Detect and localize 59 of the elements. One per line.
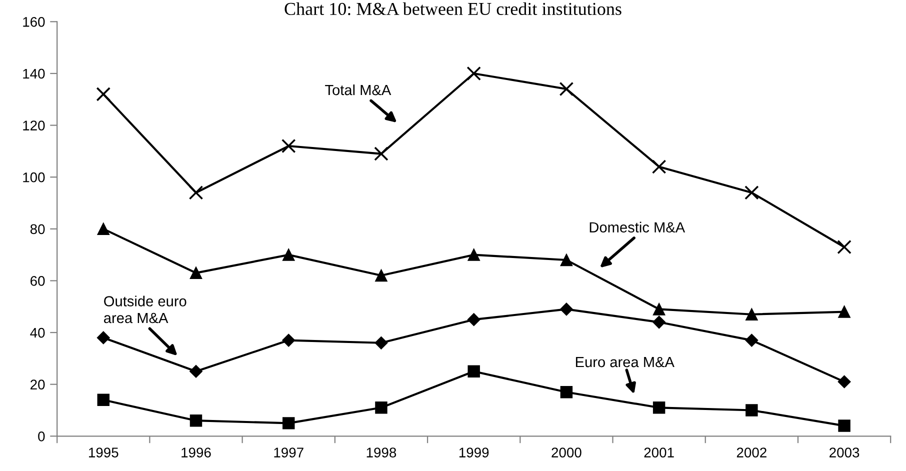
series-label: Euro area M&A [576,356,674,368]
point [375,402,388,414]
point [838,375,851,388]
point [744,185,759,200]
point [837,240,852,254]
point [282,417,295,430]
x-tick-label: 1997 [274,448,304,458]
x-tick-label: 2002 [736,448,766,458]
point [559,82,574,96]
text: Total M&A [325,84,392,96]
x-tick-label: 1999 [459,448,489,458]
point [374,336,388,350]
text: Domestic M&A [590,222,686,232]
point [190,266,202,280]
y-tick-label: 80 [30,224,45,234]
point [652,160,666,174]
y-tick-label: 0 [38,431,45,442]
point [652,402,666,414]
point [746,308,758,321]
point [281,138,296,154]
point [97,222,110,236]
point [374,146,388,161]
point [560,386,573,398]
point [560,302,573,316]
x-tick-label: 1996 [182,448,211,458]
y-tick-label: 120 [23,120,45,130]
point [190,414,202,427]
series-label: Outside euro area M&A [104,296,186,324]
point [652,303,666,316]
point [188,185,204,200]
y-tick-label: 20 [30,380,45,390]
point [96,87,111,102]
point [652,316,666,329]
point [467,313,480,326]
x-tick-label: 1998 [366,448,396,458]
point [468,248,480,261]
point [838,306,850,318]
y-tick-label: 140 [23,68,45,79]
x-tick-label: 2001 [644,448,674,458]
point [282,334,296,347]
y-tick-label: 100 [23,172,45,182]
y-tick-label: 60 [30,276,45,286]
chart-title: Chart 10: M&A between EU credit institutions [284,2,622,16]
point [746,404,758,416]
point [282,248,295,261]
point [468,365,480,378]
point [838,420,850,432]
y-tick-label: 160 [23,17,45,27]
x-tick-label: 2000 [552,448,582,458]
x-tick-label: 1995 [88,448,118,458]
point [745,334,758,347]
y-tick-label: 40 [30,328,45,338]
point [466,66,481,81]
point [96,331,110,344]
point [190,364,202,378]
point [375,269,388,282]
point [97,394,110,406]
point [560,254,573,266]
x-tick-label: 2003 [830,448,860,458]
